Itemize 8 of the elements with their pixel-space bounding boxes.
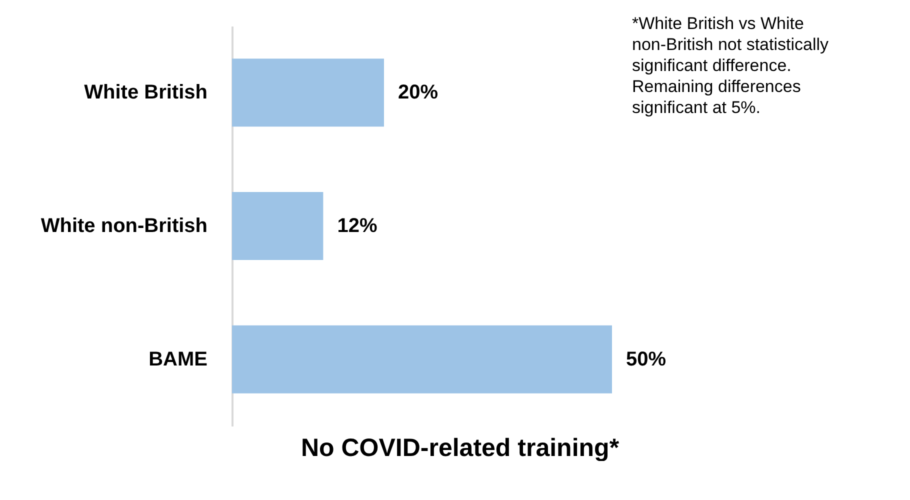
y-tick-label: White British (84, 82, 208, 104)
x-axis-title: No COVID-related training* (300, 434, 620, 462)
data-label: 20% (398, 82, 438, 104)
data-label: 50% (626, 348, 666, 370)
text: *White British vs White non-British not statistically significant difference. Remaining differences significant at 5%. (632, 14, 830, 117)
data-label: 12% (337, 215, 378, 237)
y-tick-label: White non-British (40, 215, 208, 237)
y-tick-label: BAME (148, 348, 208, 370)
